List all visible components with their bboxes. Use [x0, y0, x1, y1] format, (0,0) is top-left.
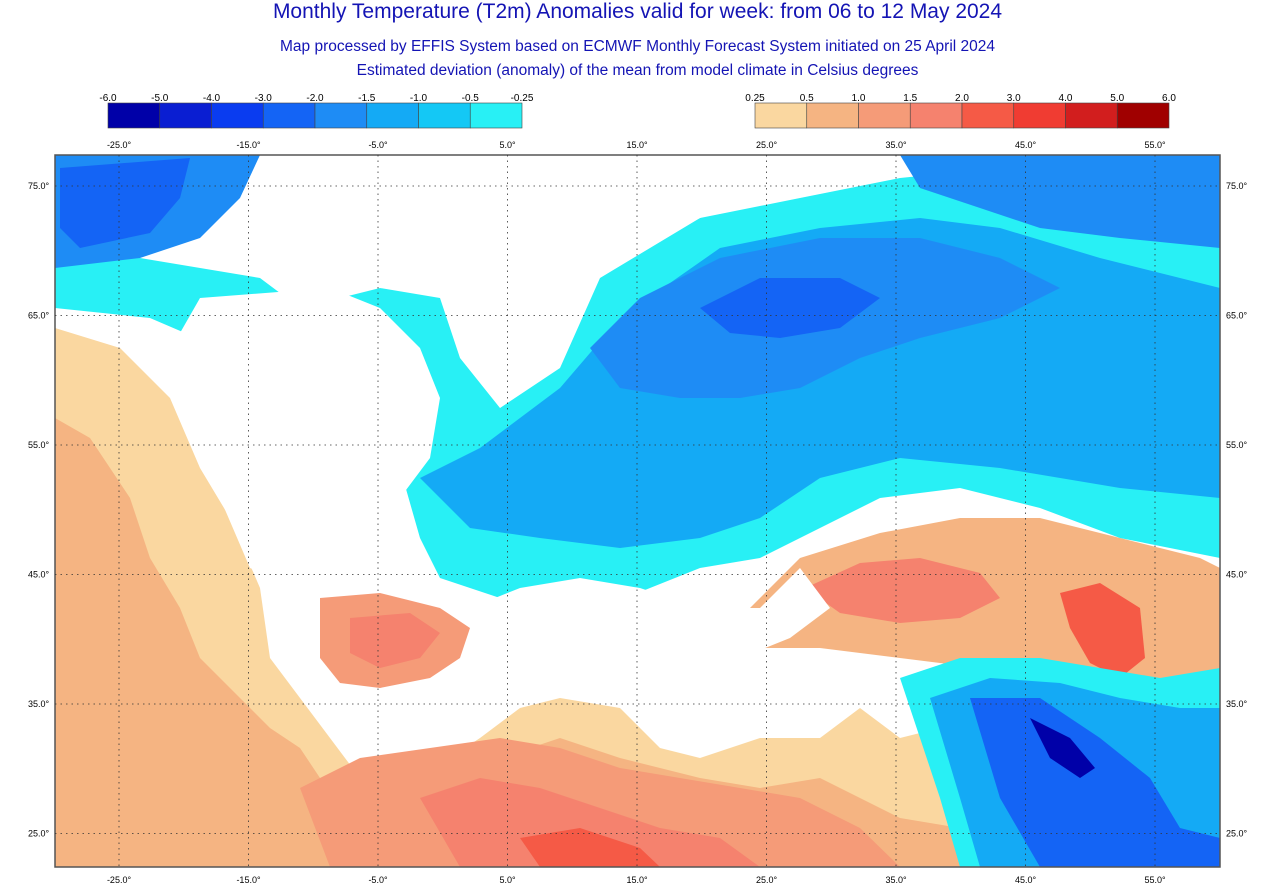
- legend-cold-label: -3.0: [255, 93, 273, 104]
- legend-cold-scale: -6.0 -5.0 -4.0 -3.0 -2.0 -1.5 -1.0 -0.5 -0.25: [99, 93, 534, 129]
- longitude-label-bottom: -5.0°: [368, 875, 388, 885]
- anomaly-region-sahara-hot: [420, 778, 760, 867]
- legend-cold-swatch: [469, 102, 523, 129]
- legend-cold-label: -0.25: [511, 93, 534, 104]
- longitude-label-top: 35.0°: [885, 140, 907, 150]
- longitude-label-top: 5.0°: [499, 140, 516, 150]
- latitude-label-right: 75.0°: [1226, 181, 1248, 191]
- legend-cold-label: -1.0: [410, 93, 428, 104]
- anomaly-region-greenland-deep: [60, 158, 190, 248]
- anomaly-region-sahara-hotter: [520, 828, 660, 867]
- legend-cold-label: -4.0: [203, 93, 221, 104]
- longitude-label-bottom: -25.0°: [107, 875, 132, 885]
- longitude-label-top: -5.0°: [368, 140, 388, 150]
- longitude-label-top: -15.0°: [236, 140, 261, 150]
- legend-warm-swatch: [858, 102, 911, 129]
- latitude-label-right: 65.0°: [1226, 311, 1248, 321]
- legend-cold-label: -2.0: [306, 93, 324, 104]
- legend-warm-swatch: [909, 102, 963, 129]
- longitude-label-bottom: 5.0°: [499, 875, 516, 885]
- longitude-label-bottom: 15.0°: [626, 875, 648, 885]
- legend-warm-label: 0.5: [800, 93, 814, 104]
- longitude-label-bottom: 25.0°: [756, 875, 778, 885]
- anomaly-region-caucasus: [1060, 583, 1145, 678]
- map-subtitle-units: Estimated deviation (anomaly) of the mea…: [356, 62, 919, 79]
- latitude-label-left: 65.0°: [28, 311, 50, 321]
- legend-warm-swatch: [806, 102, 859, 129]
- legend-warm-swatch: [961, 102, 1015, 129]
- map-frame: [54, 154, 1221, 868]
- legend-warm-swatch: [754, 102, 808, 129]
- longitude-label-top: 15.0°: [626, 140, 648, 150]
- latitude-label-right: 55.0°: [1226, 440, 1248, 450]
- legend-warm-label: 6.0: [1162, 93, 1176, 104]
- longitude-label-bottom: 35.0°: [885, 875, 907, 885]
- anomaly-region-iberia-inner: [350, 613, 440, 668]
- longitude-label-bottom: -15.0°: [236, 875, 261, 885]
- legend-cold-swatch: [211, 102, 264, 129]
- longitude-label-top: 25.0°: [756, 140, 778, 150]
- latitude-label-right: 25.0°: [1226, 829, 1248, 839]
- legend-cold-swatch: [366, 102, 419, 129]
- latitude-label-left: 55.0°: [28, 440, 50, 450]
- anomaly-region-iraq-coldest: [1030, 718, 1095, 778]
- latitude-label-left: 25.0°: [28, 829, 50, 839]
- longitude-label-top: -25.0°: [107, 140, 132, 150]
- anomaly-region-barents-cold: [900, 155, 1220, 248]
- legend-warm-swatch: [1013, 102, 1066, 129]
- legend-warm-label: 2.0: [955, 93, 969, 104]
- legend-cold-swatch: [107, 102, 161, 129]
- legend-cold-label: -0.5: [462, 93, 480, 104]
- map-title: Monthly Temperature (T2m) Anomalies vali…: [272, 0, 1003, 23]
- longitude-label-bottom: 55.0°: [1144, 875, 1166, 885]
- anomaly-region-neutral-mediterranean: [470, 568, 830, 698]
- legend-warm-label: 1.0: [852, 93, 866, 104]
- latitude-label-left: 75.0°: [28, 181, 50, 191]
- anomaly-region-neutral-arctic: [560, 155, 760, 248]
- legend-warm-scale: 0.25 0.5 1.0 1.5 2.0 3.0 4.0 5.0 6.0: [745, 93, 1176, 129]
- anomaly-region-neutral-north-atlantic: [160, 288, 440, 588]
- legend-cold-label: -1.5: [358, 93, 376, 104]
- legend-warm-label: 5.0: [1110, 93, 1124, 104]
- legend-warm-label: 1.5: [903, 93, 917, 104]
- legend-cold-label: -5.0: [151, 93, 169, 104]
- legend-cold-swatch: [159, 102, 212, 129]
- latitude-label-left: 45.0°: [28, 570, 50, 580]
- latitude-label-right: 35.0°: [1226, 699, 1248, 709]
- legend-warm-swatch: [1116, 102, 1170, 129]
- legend-cold-swatch: [262, 102, 316, 129]
- latitude-label-right: 45.0°: [1226, 570, 1248, 580]
- latitude-label-left: 35.0°: [28, 699, 50, 709]
- anomaly-region-middle-east-cold-3: [970, 698, 1220, 867]
- legend-cold-swatch: [418, 102, 471, 129]
- legend-warm-swatch: [1065, 102, 1118, 129]
- longitude-label-top: 55.0°: [1144, 140, 1166, 150]
- anomaly-region-atlantic-warm-2: [55, 418, 1000, 867]
- anomaly-region-finland-deep: [700, 278, 880, 338]
- longitude-label-bottom: 45.0°: [1015, 875, 1037, 885]
- legend-cold-label: -6.0: [99, 93, 117, 104]
- map-subtitle-processing: Map processed by EFFIS System based on E…: [279, 38, 996, 55]
- legend-warm-label: 3.0: [1007, 93, 1021, 104]
- anomaly-map: -25.0° -25.0° -15.0° -15.0° -5.0° -5.0° 5.0° 5.…: [28, 140, 1248, 885]
- legend-cold-swatch: [314, 102, 368, 129]
- legend-warm-label: 0.25: [745, 93, 765, 104]
- longitude-label-top: 45.0°: [1015, 140, 1037, 150]
- legend-warm-label: 4.0: [1059, 93, 1073, 104]
